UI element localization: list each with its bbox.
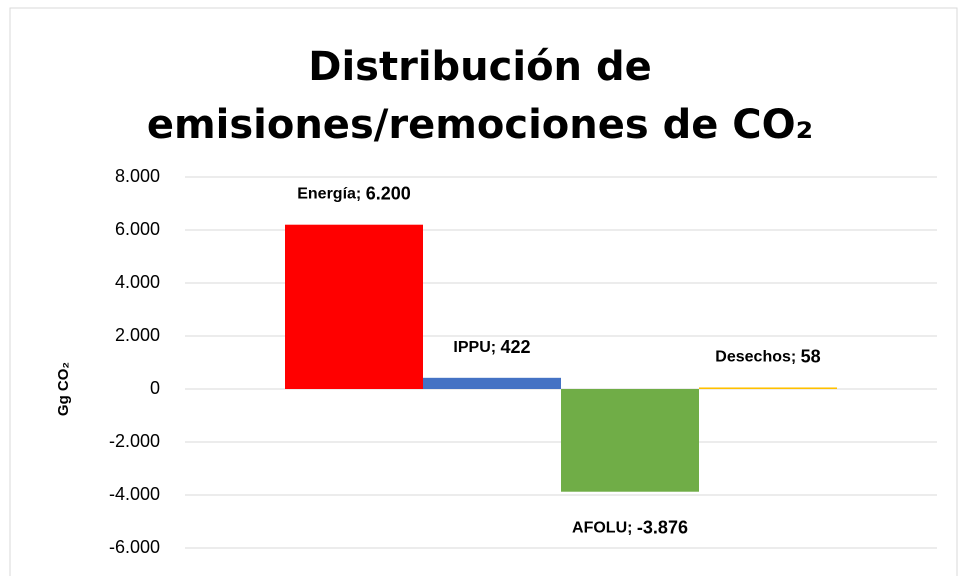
data-label: IPPU; 422 (453, 337, 530, 357)
data-label: Energía; 6.200 (297, 183, 411, 203)
y-tick-label: 2.000 (115, 325, 160, 345)
data-label-separator: ; (627, 520, 637, 537)
y-tick-label: -4.000 (109, 484, 160, 504)
y-tick-label: -6.000 (109, 537, 160, 557)
y-tick-label: -2.000 (109, 431, 160, 451)
bar (285, 224, 423, 389)
y-tick-label: 8.000 (115, 166, 160, 186)
chart-title: Distribución de emisiones/remociones de … (146, 44, 814, 148)
data-label-category: AFOLU (572, 520, 627, 537)
data-label-category: Energía (297, 186, 356, 203)
data-label-separator: ; (791, 349, 801, 366)
y-tick-label: 6.000 (115, 219, 160, 239)
data-label-value: 58 (801, 346, 821, 366)
y-tick-label: 4.000 (115, 272, 160, 292)
y-tick-label: 0 (150, 378, 160, 398)
data-label-value: -3.876 (637, 517, 688, 537)
data-label: AFOLU; -3.876 (572, 517, 688, 537)
bar (423, 377, 561, 389)
bar (699, 387, 837, 389)
chart-frame (9, 7, 958, 576)
data-label-separator: ; (356, 186, 366, 203)
bar (561, 389, 699, 492)
y-axis-label: Gg CO₂ (55, 362, 72, 416)
data-label-category: Desechos (715, 349, 791, 366)
data-label-separator: ; (491, 339, 501, 356)
data-label: Desechos; 58 (715, 346, 820, 366)
data-label-category: IPPU (453, 339, 490, 356)
data-label-value: 6.200 (366, 183, 411, 203)
data-label-value: 422 (501, 337, 531, 357)
